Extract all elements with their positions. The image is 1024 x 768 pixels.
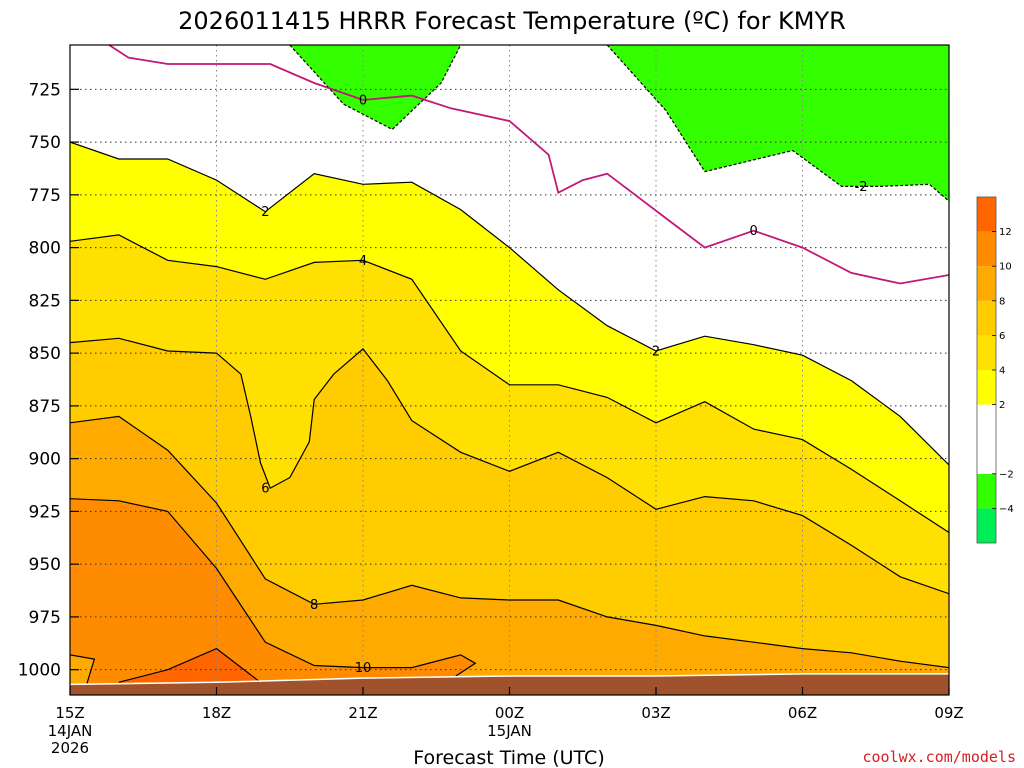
y-tick-label-875: 875 [29, 397, 61, 417]
colorbar-bin-2 [977, 370, 996, 405]
contour-label-8-6-0: 8 [310, 598, 318, 613]
colorbar-bin-6 [977, 300, 996, 336]
contour-line-minus2-1 [606, 45, 949, 202]
band-minus4-to-minus2-1 [289, 45, 461, 130]
band-8-to-10 [70, 416, 949, 695]
contour-line-minus2-0 [289, 45, 462, 131]
colorbar-tick-label-4: 4 [999, 366, 1005, 377]
x-axis-label: Forecast Time (UTC) [413, 747, 604, 768]
x-tick-sublabel-15Z-0: 14JAN [48, 722, 93, 740]
colorbar-tick-label-minus4: −4 [999, 504, 1014, 515]
contour-label-minus2-1-0: -2 [855, 180, 868, 195]
colorbar-tick-label-8: 8 [999, 296, 1005, 307]
contour-labels: -2 0 0 2 2 4 6 8 10 [261, 93, 867, 676]
contour-line-2-3 [70, 141, 949, 466]
y-tick-label-925: 925 [29, 502, 61, 522]
x-tick-sublabel-15Z-1: 2026 [51, 739, 89, 757]
colorbar-tick-label-12: 12 [999, 227, 1012, 238]
contour-lines [70, 45, 949, 691]
y-tick-label-725: 725 [29, 80, 61, 100]
x-tick-label-00Z: 00Z [495, 704, 524, 722]
colorbar-legend: −4 −2 2 4 6 8 10 12 [976, 196, 1014, 544]
credit-text: coolwx.com/models [862, 748, 1016, 766]
x-tick-label-03Z: 03Z [641, 704, 670, 722]
contour-label-4-4-0: 4 [359, 254, 367, 269]
ground-edge [70, 673, 949, 686]
contour-line-10-7 [70, 498, 477, 677]
grid-lines [70, 45, 949, 695]
y-tick-label-750: 750 [29, 133, 61, 153]
colorbar-tick-label-10: 10 [999, 262, 1012, 273]
y-tick-label-975: 975 [29, 608, 61, 628]
y-tick-label-825: 825 [29, 291, 61, 311]
plot-area [70, 45, 949, 695]
x-tick-label-15Z: 15Z [55, 704, 84, 722]
colorbar-bin-minus2 [977, 439, 996, 474]
colorbar-tick-label-2: 2 [999, 400, 1005, 411]
colorbar-tick-label-minus2: −2 [999, 469, 1014, 480]
contour-line-6-5 [70, 337, 949, 595]
x-tick-label-06Z: 06Z [788, 704, 817, 722]
ground-surface [70, 673, 949, 695]
contour-label-10-7-0: 10 [355, 661, 372, 676]
colorbar-bin-minus4 [977, 473, 996, 509]
colorbar-bin-8 [977, 266, 996, 301]
y-tick-label-900: 900 [29, 450, 61, 470]
colorbar-bin-10 [977, 231, 996, 267]
contour-label-2-3-0: 2 [261, 205, 269, 220]
x-tick-label-09Z: 09Z [934, 704, 963, 722]
x-tick-sublabel-00Z-0: 15JAN [487, 722, 532, 740]
contour-label-6-5-0: 6 [261, 482, 269, 497]
y-tick-label-775: 775 [29, 186, 61, 206]
filled-temperature-bands [70, 45, 949, 695]
x-tick-label-21Z: 21Z [348, 704, 377, 722]
colorbar-bin-minus6 [977, 508, 996, 543]
contour-label-0-2-1: 0 [750, 224, 758, 239]
contour-line-10-8 [70, 654, 96, 691]
band-12-to-14 [118, 648, 261, 683]
band-minus4-to-minus2-2 [607, 45, 949, 202]
colorbar-bin-0 [977, 404, 996, 440]
contour-label-2-3-1: 2 [652, 345, 660, 360]
contour-line-8-6 [70, 415, 949, 669]
contour-line-12-9 [118, 647, 261, 683]
x-tick-label-18Z: 18Z [202, 704, 231, 722]
colorbar-tick-label-6: 6 [999, 331, 1005, 342]
y-tick-label-850: 850 [29, 344, 61, 364]
y-axis: 725 750 775 800 825 850 875 900 925 950 975 1000 [18, 80, 79, 681]
y-tick-label-1000: 1000 [18, 661, 61, 681]
contour-label-0-2-0: 0 [359, 93, 367, 108]
y-tick-label-800: 800 [29, 239, 61, 259]
y-tick-label-950: 950 [29, 555, 61, 575]
chart-title: 2026011415 HRRR Forecast Temperature (ºC… [178, 7, 846, 35]
contour-line-4-4 [70, 234, 949, 534]
colorbar-bin-4 [977, 335, 996, 370]
colorbar-bin-12 [977, 197, 996, 232]
contour-line-0-2 [108, 45, 949, 285]
ground-fill [70, 673, 949, 695]
